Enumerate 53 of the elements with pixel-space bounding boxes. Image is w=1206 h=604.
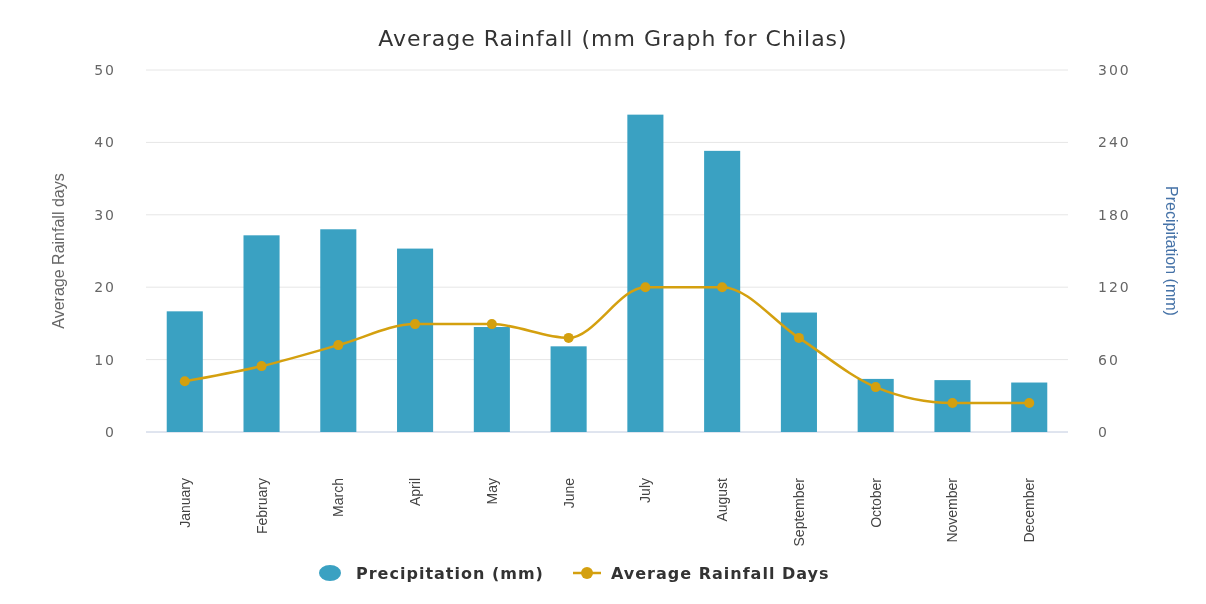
bar xyxy=(243,235,280,432)
y2-tick-label: 300 xyxy=(1098,62,1131,78)
point xyxy=(717,282,728,293)
point xyxy=(640,282,651,293)
x-tick-label: May xyxy=(483,478,500,505)
bar xyxy=(397,248,434,432)
bar xyxy=(550,346,587,432)
y2-tick-label: 60 xyxy=(1098,351,1120,368)
bar xyxy=(934,380,971,432)
x-tick-label: February xyxy=(253,478,270,535)
x-tick-label: September xyxy=(790,477,807,547)
x-tick-label: December xyxy=(1021,477,1038,543)
bar xyxy=(166,311,203,432)
x-tick-label: October xyxy=(867,477,884,528)
chart-title: Average Rainfall (mm Graph for Chilas) xyxy=(378,26,848,51)
point xyxy=(179,376,190,387)
y-tick-label: 10 xyxy=(94,351,116,368)
point xyxy=(333,340,344,351)
y2-axis-title: Precipitation (mm) xyxy=(1163,186,1180,316)
point xyxy=(563,332,574,343)
bar xyxy=(857,378,894,432)
bar xyxy=(780,312,817,432)
point xyxy=(870,382,881,393)
x-tick-label: March xyxy=(330,478,347,517)
point xyxy=(793,332,804,343)
point xyxy=(256,361,267,372)
x-tick-label: January xyxy=(176,478,193,528)
point xyxy=(1024,398,1035,409)
bar xyxy=(320,229,357,432)
y-axis-title: Average Rainfall days xyxy=(50,173,67,329)
y-tick-label: 40 xyxy=(94,134,116,151)
point xyxy=(947,398,958,409)
y2-tick-label: 120 xyxy=(1098,279,1131,296)
y2-tick-label: 240 xyxy=(1098,134,1131,151)
y2-tick-label: 0 xyxy=(1098,424,1109,440)
legend-label: Average Rainfall Days xyxy=(611,564,830,583)
point xyxy=(410,319,421,330)
x-tick-label: August xyxy=(714,477,731,522)
bar xyxy=(627,114,664,432)
y-tick-label: 30 xyxy=(94,206,116,223)
legend-label: Precipitation (mm) xyxy=(356,564,544,583)
y2-tick-label: 180 xyxy=(1098,206,1131,223)
bar xyxy=(1011,382,1048,432)
point xyxy=(486,319,497,330)
x-tick-label: July xyxy=(637,478,654,503)
bar xyxy=(704,150,741,432)
y-tick-label: 20 xyxy=(94,279,116,296)
x-tick-label: November xyxy=(944,477,961,543)
y-tick-label: 0 xyxy=(105,424,116,440)
y-tick-label: 50 xyxy=(94,62,116,78)
bar xyxy=(473,327,510,432)
x-tick-label: June xyxy=(560,477,577,509)
x-tick-label: April xyxy=(407,478,424,507)
